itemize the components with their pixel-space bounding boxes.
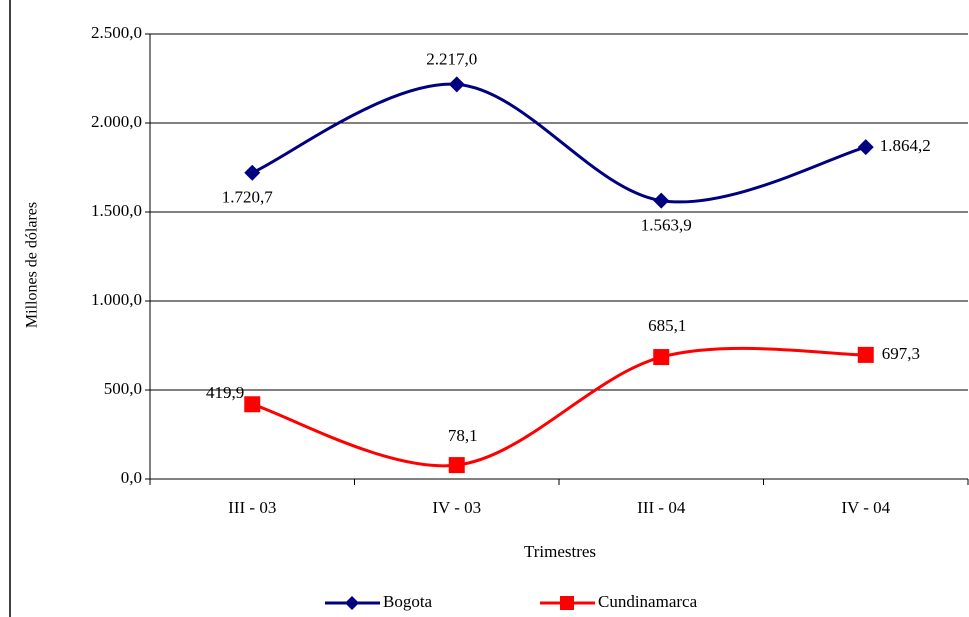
data-label: 1.563,9 — [641, 216, 692, 235]
data-label: 419,9 — [206, 383, 244, 402]
x-axis-label: Trimestres — [524, 542, 596, 561]
x-tick-label: III - 04 — [637, 498, 686, 517]
y-tick-label: 1.000,0 — [91, 290, 142, 309]
legend-marker — [560, 596, 574, 610]
marker — [653, 349, 670, 366]
marker — [448, 76, 465, 93]
marker — [244, 164, 261, 181]
marker — [653, 192, 670, 209]
y-tick-label: 2.000,0 — [91, 112, 142, 131]
data-label: 1.864,2 — [880, 136, 931, 155]
x-tick-label: IV - 03 — [432, 498, 481, 517]
marker — [857, 139, 874, 156]
x-tick-label: IV - 04 — [841, 498, 890, 517]
y-tick-label: 500,0 — [104, 379, 142, 398]
series-line — [251, 82, 867, 204]
data-label: 1.720,7 — [222, 188, 274, 207]
y-tick-label: 1.500,0 — [91, 201, 142, 220]
legend-label: Bogota — [383, 592, 433, 611]
data-label: 697,3 — [882, 344, 920, 363]
marker — [448, 457, 465, 474]
y-tick-label: 0,0 — [121, 468, 142, 487]
y-tick-label: 2.500,0 — [91, 23, 142, 42]
legend-label: Cundinamarca — [598, 592, 698, 611]
x-tick-label: III - 03 — [228, 498, 276, 517]
data-label: 78,1 — [448, 426, 478, 445]
legend-marker — [345, 596, 359, 610]
marker — [244, 396, 261, 413]
marker — [857, 346, 874, 363]
y-axis-label: Millones de dólares — [24, 202, 41, 328]
data-label: 685,1 — [648, 316, 686, 335]
data-label: 2.217,0 — [426, 49, 477, 68]
series-line — [251, 346, 866, 468]
